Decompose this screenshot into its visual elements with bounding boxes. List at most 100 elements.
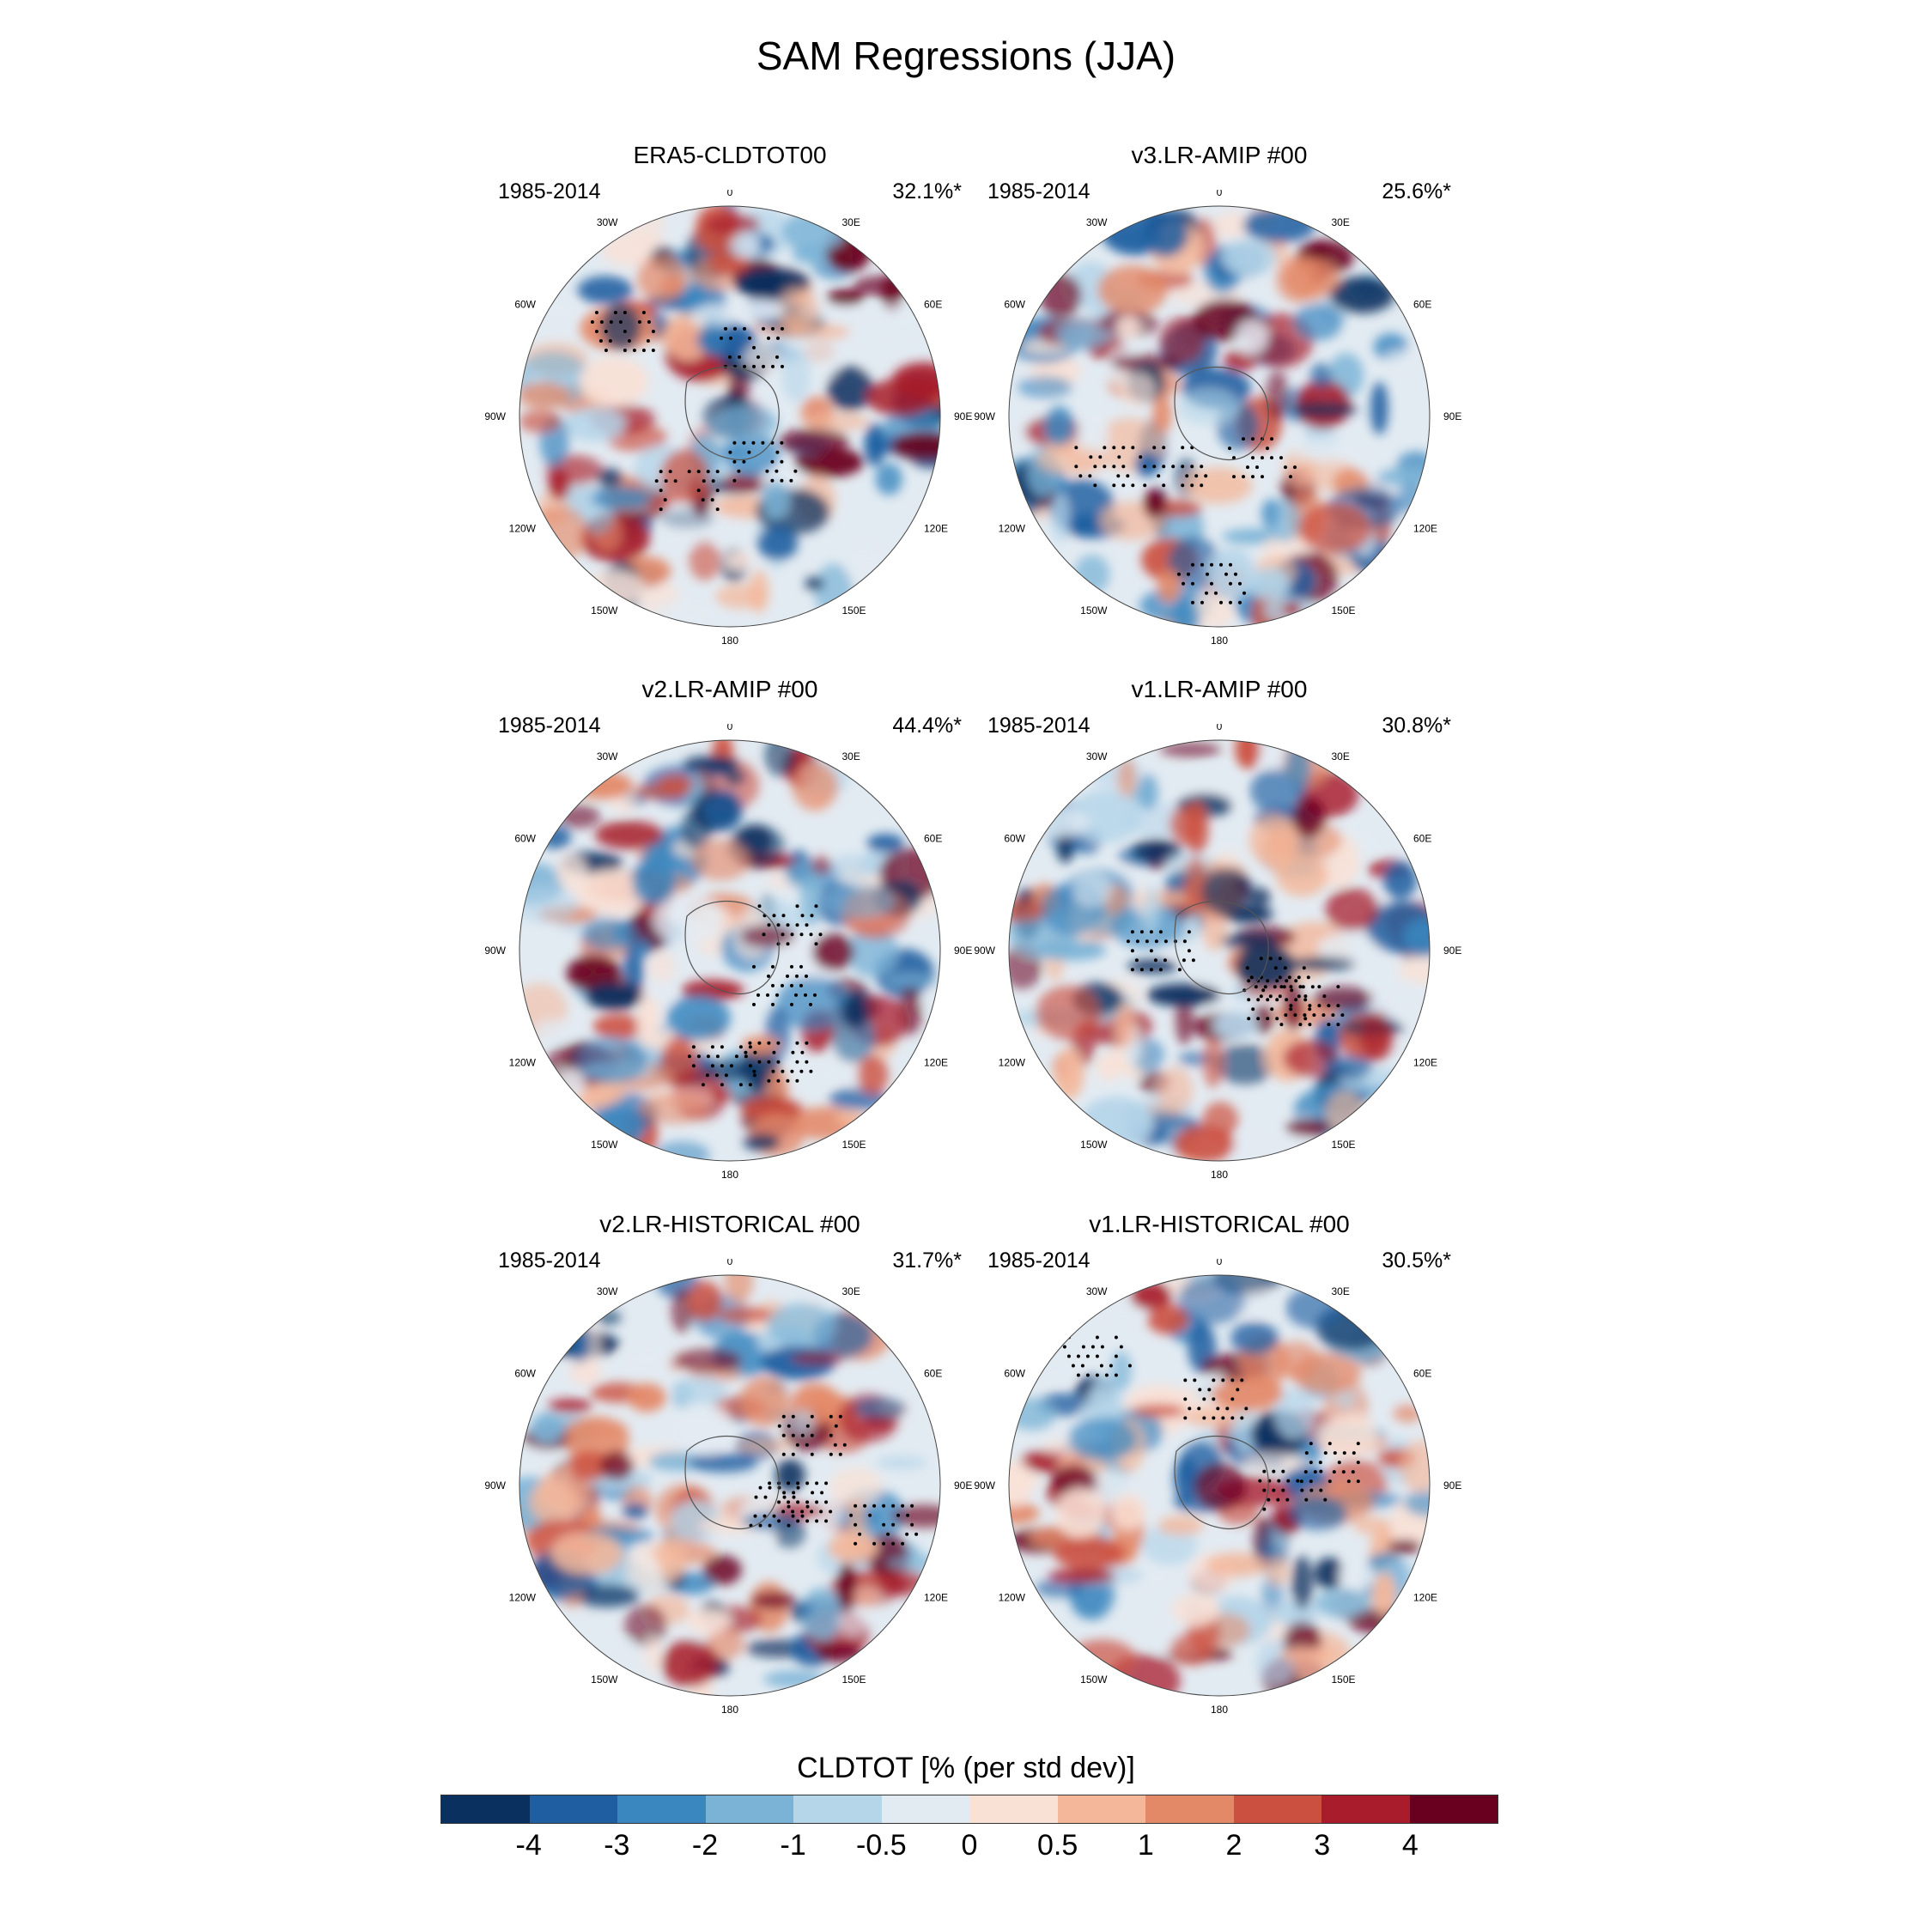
stipple-dot: [1261, 988, 1266, 993]
colorbar-swatch: [705, 1795, 793, 1823]
stipple-dot: [728, 355, 732, 359]
anomaly-blob: [1392, 1403, 1423, 1423]
polar-map: 0 30E 60E 90E 120E 150E 180 150W 120W 90W 60W 30W: [974, 190, 1461, 647]
longitude-label: 120W: [999, 1057, 1026, 1069]
stipple-dot: [654, 479, 659, 483]
longitude-label: 0: [727, 1259, 733, 1267]
stipple-dot: [1214, 591, 1218, 595]
stipple-dot: [1346, 1479, 1351, 1484]
stipple-dot: [820, 1491, 824, 1495]
longitude-label: 0: [1217, 190, 1223, 198]
stipple-dot: [641, 311, 646, 314]
anomaly-blob: [1249, 814, 1299, 867]
stipple-dot: [1197, 1406, 1201, 1411]
anomaly-blob: [762, 480, 789, 519]
stipple-dot: [753, 1050, 757, 1054]
stipple-dot: [1190, 465, 1194, 469]
stipple-dot: [810, 1510, 814, 1514]
polar-map: 0 30E 60E 90E 120E 150E 180 150W 120W 90W 60W 30W: [974, 724, 1461, 1181]
longitude-label: 60E: [924, 299, 942, 311]
longitude-label: 150W: [591, 605, 618, 617]
longitude-label: 30W: [597, 216, 618, 228]
map-boundary: [519, 205, 941, 628]
stipple-dot: [1238, 581, 1242, 586]
stipple-dot: [1221, 1378, 1225, 1382]
stipple-dot: [794, 993, 798, 997]
stipple-dot: [767, 923, 771, 927]
anomaly-blob: [710, 404, 778, 441]
stipple-dot: [910, 1522, 914, 1527]
stipple-dot: [762, 933, 766, 937]
anomaly-blob: [1284, 979, 1303, 1031]
stipple-dot: [1308, 1007, 1312, 1012]
anomaly-blob: [1213, 1011, 1257, 1039]
stipple-dot: [1302, 966, 1306, 970]
stipple-dot: [790, 1002, 793, 1006]
stipple-dot: [1099, 1364, 1103, 1368]
anomaly-blob: [1168, 536, 1220, 590]
stipple-dot: [1152, 446, 1157, 450]
stipple-dot: [1191, 562, 1194, 567]
stipple-dot: [1130, 968, 1134, 972]
anomaly-blob: [852, 1586, 880, 1607]
stipple-dot: [1162, 483, 1166, 488]
longitude-label: 150E: [842, 605, 866, 617]
stipple-dot: [1318, 1461, 1322, 1465]
anomaly-blob: [1236, 1292, 1277, 1317]
stipple-dot: [1225, 1406, 1230, 1411]
stipple-dot: [775, 450, 780, 454]
stipple-dot: [743, 364, 746, 368]
anomaly-blob: [1298, 502, 1372, 555]
anomaly-blob: [1370, 381, 1388, 435]
longitude-label: 150E: [842, 1674, 866, 1686]
longitude-label: 60E: [924, 833, 942, 845]
anomaly-blob: [572, 771, 633, 799]
stipple-dot: [781, 1069, 785, 1073]
stipple-dot: [1284, 1013, 1288, 1018]
anomaly-blob: [1401, 918, 1430, 957]
stipple-dot: [772, 1050, 776, 1054]
anomaly-blob: [1068, 1417, 1137, 1461]
stipple-dot: [819, 1510, 823, 1514]
anomaly-blob: [702, 1555, 742, 1585]
stipple-dot: [1275, 979, 1279, 983]
anomaly-blob: [1035, 940, 1107, 961]
stipple-dot: [886, 1532, 890, 1536]
stipple-dot: [1157, 474, 1161, 478]
anomaly-blob: [1325, 888, 1379, 932]
stipple-dot: [627, 339, 631, 343]
panel-period: 1985-2014: [987, 179, 1091, 204]
colorbar-tick-label: 1: [1137, 1829, 1154, 1862]
anomaly-blob: [690, 303, 737, 330]
anomaly-blob: [704, 213, 760, 235]
anomaly-blob: [1334, 1387, 1357, 1409]
panel-title: v1.LR-HISTORICAL #00: [1089, 1211, 1350, 1237]
stipple-dot: [710, 498, 714, 502]
panel-period: 1985-2014: [987, 1249, 1091, 1273]
stipple-dot: [1336, 985, 1340, 989]
stipple-dot: [800, 1050, 805, 1054]
anomaly-blob: [743, 1133, 781, 1151]
anomaly-blob: [1353, 1516, 1393, 1535]
anomaly-blob: [1267, 1555, 1290, 1586]
longitude-label: 90E: [1443, 1479, 1461, 1492]
stipple-dot: [1183, 1378, 1188, 1382]
colorbar-tick-label: 3: [1314, 1829, 1331, 1862]
anomaly-blob: [1207, 547, 1256, 600]
anomaly-field: [1009, 740, 1430, 1161]
stipple-dot: [775, 469, 779, 473]
longitude-label: 120W: [999, 1592, 1026, 1604]
stipple-dot: [1198, 1388, 1202, 1392]
stipple-dot: [1238, 600, 1242, 605]
stipple-dot: [1145, 939, 1149, 944]
anomaly-blob: [573, 1036, 648, 1084]
anomaly-blob: [624, 1604, 667, 1647]
stipple-dot: [1127, 1364, 1132, 1368]
anomaly-blob: [1110, 354, 1183, 373]
stipple-dot: [786, 923, 790, 927]
anomaly-blob: [887, 1555, 940, 1572]
stipple-dot: [1114, 1354, 1118, 1358]
anomaly-blob: [1396, 482, 1425, 513]
stipple-dot: [1279, 456, 1283, 460]
anomaly-blob: [724, 768, 745, 787]
